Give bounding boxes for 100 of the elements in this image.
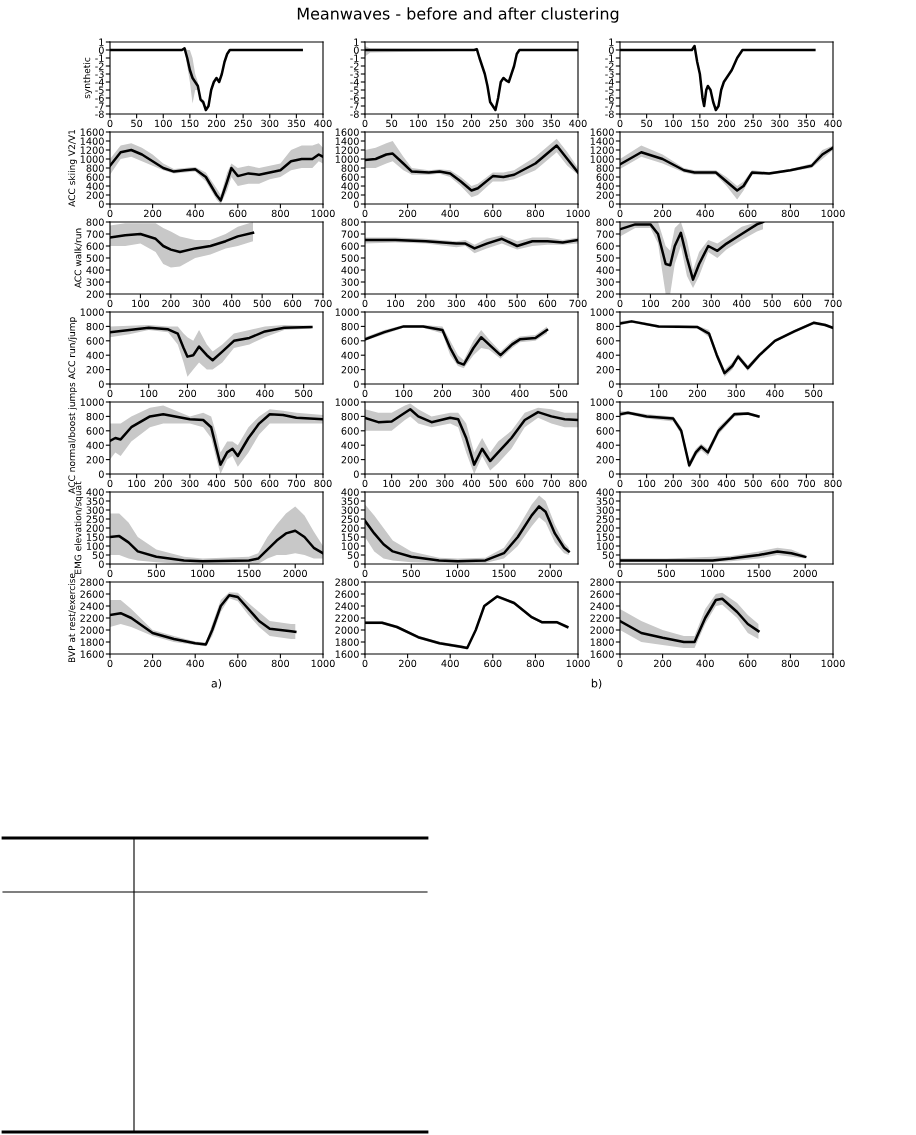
x-tick-label: 100	[665, 119, 682, 128]
y-axis-title: ACC walk/run	[74, 228, 83, 289]
x-tick-label: 800	[271, 209, 290, 218]
y-tick-label: -8	[350, 110, 359, 118]
y-tick-label: 200	[596, 456, 614, 464]
y-tick-label: 0	[98, 470, 104, 478]
x-tick-label: 300	[771, 119, 789, 128]
x-tick-label: 0	[617, 569, 623, 578]
y-tick-label: 0	[353, 200, 359, 208]
x-tick-label: 150	[181, 119, 199, 128]
x-tick-label: 100	[410, 119, 427, 128]
x-tick-label: 800	[781, 659, 800, 668]
x-tick-label: 200	[417, 299, 435, 308]
x-tick-label: 1000	[311, 209, 335, 218]
x-tick-label: 200	[154, 479, 172, 488]
y-tick-label: 300	[341, 506, 359, 514]
x-tick-label: 600	[516, 479, 534, 488]
y-tick-label: 2600	[80, 590, 104, 598]
y-tick-label: 1600	[80, 650, 104, 658]
x-tick-label: 700	[314, 299, 332, 308]
y-tick-label: 2400	[590, 602, 614, 610]
x-tick-label: 500	[550, 389, 568, 398]
y-tick-label: 1600	[335, 128, 359, 136]
y-tick-label: 150	[341, 533, 359, 541]
y-tick-label: 0	[353, 470, 359, 478]
y-tick-label: 350	[86, 497, 104, 505]
x-tick-label: 500	[508, 299, 526, 308]
x-tick-label: 800	[314, 479, 332, 488]
y-tick-label: 1000	[335, 398, 359, 406]
x-tick-label: 400	[824, 119, 842, 128]
y-tick-label: 0	[353, 46, 359, 54]
y-tick-label: 500	[86, 254, 104, 262]
y-tick-label: 0	[608, 46, 614, 54]
y-tick-label: 150	[86, 533, 104, 541]
y-tick-label: 2200	[590, 614, 614, 622]
y-tick-label: -1	[95, 54, 104, 62]
y-tick-label: 250	[341, 515, 359, 523]
y-tick-label: 300	[596, 278, 614, 286]
y-tick-label: -4	[605, 78, 614, 86]
y-tick-label: 350	[341, 497, 359, 505]
x-tick-label: 300	[727, 389, 745, 398]
x-tick-label: 300	[436, 479, 454, 488]
x-tick-label: 350	[797, 119, 816, 128]
x-tick-label: 200	[688, 389, 707, 398]
y-tick-label: -3	[95, 70, 104, 78]
x-tick-label: 500	[763, 299, 781, 308]
y-tick-label: 200	[596, 191, 614, 199]
x-tick-label: 200	[162, 299, 180, 308]
x-tick-label: 1000	[191, 569, 215, 578]
x-tick-label: 200	[144, 659, 162, 668]
x-tick-label: 0	[362, 569, 368, 578]
y-tick-label: 1800	[80, 638, 104, 646]
y-tick-label: 600	[341, 337, 359, 345]
x-tick-label: 0	[617, 659, 623, 668]
y-axis-title: ACC run/jump	[68, 317, 77, 380]
y-tick-label: 0	[98, 560, 104, 568]
y-tick-label: 0	[608, 560, 614, 568]
y-tick-label: -5	[605, 86, 614, 94]
y-tick-label: 400	[341, 266, 359, 274]
y-tick-label: 300	[86, 278, 104, 286]
x-tick-label: 200	[433, 389, 452, 398]
y-tick-label: 2800	[80, 578, 104, 586]
y-tick-label: 0	[608, 470, 614, 478]
y-tick-label: 600	[341, 242, 359, 250]
x-tick-label: 600	[283, 299, 302, 308]
x-tick-label: 100	[128, 479, 146, 488]
y-tick-label: -2	[350, 62, 359, 70]
y-tick-label: 1400	[80, 137, 104, 145]
x-tick-label: 500	[744, 479, 762, 488]
x-tick-label: 2000	[793, 569, 817, 578]
x-tick-label: 400	[477, 299, 496, 308]
y-tick-label: 800	[341, 164, 359, 172]
y-tick-label: 800	[341, 322, 359, 331]
x-tick-label: 400	[256, 389, 274, 398]
y-tick-label: 100	[341, 542, 359, 550]
x-tick-label: 0	[617, 209, 623, 218]
x-tick-label: 0	[617, 479, 623, 488]
y-tick-label: 2400	[80, 602, 104, 610]
x-tick-label: 150	[691, 119, 709, 128]
x-tick-label: 200	[672, 299, 690, 308]
x-tick-label: 200	[654, 209, 672, 218]
y-tick-label: 400	[86, 266, 104, 274]
y-tick-label: -5	[350, 86, 359, 94]
x-tick-label: 700	[287, 479, 306, 488]
y-axis-title: BVP at rest/exercise	[68, 573, 76, 663]
y-tick-label: 1	[609, 38, 614, 46]
x-tick-label: 600	[793, 299, 812, 308]
x-tick-label: 0	[362, 389, 368, 398]
x-tick-label: 0	[107, 389, 113, 398]
y-tick-label: 800	[596, 218, 614, 226]
y-tick-label: 1800	[590, 638, 614, 646]
x-tick-label: 300	[472, 389, 490, 398]
y-tick-label: 400	[596, 351, 614, 360]
y-tick-label: 800	[596, 322, 614, 331]
x-tick-label: 200	[409, 479, 427, 488]
y-tick-label: -3	[605, 70, 614, 78]
x-tick-label: 400	[441, 659, 459, 668]
x-tick-label: 200	[178, 389, 197, 398]
y-tick-label: 2600	[590, 590, 614, 598]
x-tick-label: 200	[664, 479, 682, 488]
